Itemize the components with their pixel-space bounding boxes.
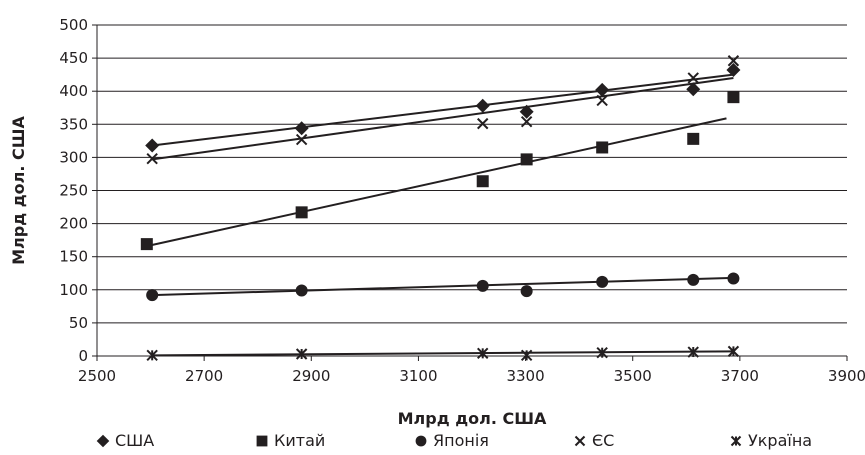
y-axis-title: Млрд дол. США: [9, 116, 28, 265]
x-tick-label-3100: 3100: [399, 367, 437, 385]
point-series-0-1: [294, 121, 309, 136]
trendlines: [146, 73, 734, 357]
point-series-3-2: [477, 117, 489, 130]
x-tick-label-3500: 3500: [614, 367, 652, 385]
legend-label-1: Китай: [274, 431, 325, 450]
y-tick-label-0: 0: [78, 347, 88, 365]
point-series-2-4: [596, 275, 609, 288]
point-series-0-2: [475, 98, 490, 113]
point-series-4-6: [727, 345, 740, 358]
trendline-0: [152, 73, 734, 147]
x-tick-label-2500: 2500: [78, 367, 116, 385]
data-points: [140, 55, 741, 362]
point-series-1-2: [476, 175, 489, 188]
legend-label-0: США: [115, 431, 154, 450]
y-tick-label-350: 350: [59, 115, 88, 133]
legend: США Китай Японія ЄС Україна: [96, 431, 812, 450]
legend-label-3: ЄС: [592, 431, 614, 450]
axes: [92, 24, 848, 361]
y-tick-label-450: 450: [59, 49, 88, 67]
point-series-2-1: [295, 284, 308, 297]
point-series-3-0: [146, 153, 158, 165]
point-series-2-6: [727, 272, 740, 285]
point-series-0-3: [519, 104, 534, 119]
point-series-1-0: [140, 238, 153, 251]
legend-marker-2: [415, 435, 427, 447]
y-tick-label-300: 300: [59, 148, 88, 166]
x-tick-label-3900: 3900: [828, 367, 865, 385]
point-series-1-5: [687, 132, 700, 145]
point-series-4-3: [520, 349, 533, 362]
point-series-2-0: [146, 289, 159, 302]
point-series-4-5: [687, 346, 699, 358]
legend-item-3: ЄС: [574, 431, 614, 450]
legend-marker-0: [96, 434, 110, 448]
y-tick-label-100: 100: [59, 281, 88, 299]
y-tick-label-50: 50: [69, 314, 88, 332]
y-tick-label-200: 200: [59, 215, 88, 233]
point-series-4-4: [596, 346, 608, 359]
point-series-1-4: [596, 141, 609, 154]
trendline-4: [152, 350, 734, 357]
point-series-4-0: [146, 349, 158, 362]
tick-labels: 0 50 100 150 200 250 300 350 400 450 500 2500 2700 29…: [59, 16, 865, 385]
legend-marker-4: [730, 435, 742, 447]
legend-item-1: Китай: [256, 431, 325, 450]
point-series-4-2: [477, 347, 489, 360]
x-axis-title: Млрд дол. США: [398, 409, 547, 428]
point-series-1-3: [520, 153, 533, 166]
legend-item-2: Японія: [415, 431, 489, 450]
y-tick-label-400: 400: [59, 82, 88, 100]
point-series-3-5: [687, 72, 699, 84]
point-series-3-4: [596, 94, 608, 107]
point-series-2-5: [687, 273, 700, 286]
trendline-1: [146, 117, 727, 248]
legend-label-2: Японія: [433, 431, 489, 450]
point-series-3-3: [520, 115, 533, 128]
legend-marker-1: [256, 435, 268, 447]
legend-marker-3: [574, 435, 586, 447]
legend-label-4: Україна: [748, 431, 812, 450]
point-series-2-3: [520, 285, 533, 298]
point-series-3-6: [727, 55, 740, 67]
x-tick-label-3300: 3300: [506, 367, 544, 385]
point-series-4-1: [295, 348, 308, 360]
y-tick-label-500: 500: [59, 16, 88, 34]
point-series-2-2: [476, 279, 489, 292]
trendline-3: [152, 76, 734, 161]
x-tick-label-2700: 2700: [185, 367, 223, 385]
legend-item-4: Україна: [730, 431, 812, 450]
x-tick-label-3700: 3700: [721, 367, 759, 385]
point-series-0-6: [726, 63, 741, 78]
point-series-3-1: [295, 133, 308, 146]
y-tick-label-150: 150: [59, 248, 88, 266]
y-tick-label-250: 250: [59, 182, 88, 200]
trendline-2: [152, 276, 734, 297]
point-series-1-6: [727, 91, 740, 104]
point-series-1-1: [295, 206, 308, 219]
point-series-0-5: [686, 82, 701, 97]
legend-item-0: США: [96, 431, 154, 450]
x-tick-label-2900: 2900: [292, 367, 330, 385]
point-series-0-4: [595, 82, 610, 97]
point-series-0-0: [145, 138, 160, 153]
grid: [97, 24, 847, 324]
